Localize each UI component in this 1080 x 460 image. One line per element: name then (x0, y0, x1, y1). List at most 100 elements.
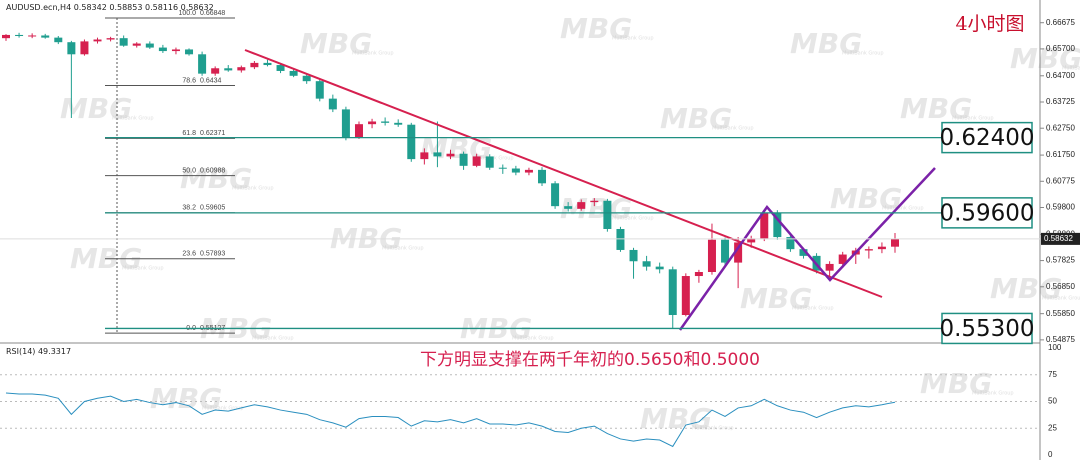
chart-header: AUDUSD.ecn,H4 0.58342 0.58853 0.58116 0.… (6, 3, 214, 12)
candle-body (263, 62, 272, 66)
watermark-logo: MBG (60, 92, 132, 125)
candle-body (577, 202, 586, 209)
candle-body (877, 246, 886, 250)
watermark-tagline: MultiBank Group (842, 51, 884, 57)
watermark-tagline: MultiBank Group (692, 426, 734, 432)
candle-body (289, 70, 298, 76)
y-tick-label: 0.57825 (1046, 256, 1075, 265)
candle-body (642, 261, 651, 267)
candle-body (145, 43, 154, 48)
candle-body (381, 121, 390, 123)
fib-price: 0.60988 (200, 167, 225, 174)
fib-ratio: 78.6 (182, 77, 196, 84)
candle-body (760, 212, 769, 239)
pattern-line (678, 167, 936, 331)
candle-body (198, 54, 207, 74)
fib-price: 0.62371 (200, 130, 225, 137)
price-box-label: 0.58632 (1044, 234, 1073, 243)
candle-body (747, 238, 756, 243)
candle-body (276, 65, 285, 71)
candle-body (354, 124, 363, 138)
watermark-logo: MBG (150, 382, 222, 415)
y-tick-label: 0.65700 (1046, 44, 1075, 53)
watermark-tagline: MultiBank Group (512, 336, 554, 342)
y-tick-label: 25 (1048, 423, 1057, 432)
candles (2, 32, 899, 329)
candle-body (15, 34, 24, 37)
y-tick-label: 0.59800 (1046, 203, 1075, 212)
watermark-tagline: MultiBank Group (712, 126, 754, 132)
candle-body (446, 153, 455, 157)
low-value: 0.58116 (145, 3, 178, 12)
candle-body (472, 156, 481, 166)
candle-body (668, 269, 677, 316)
candle-body (498, 167, 507, 169)
candle-body (799, 249, 808, 256)
rsi-name: RSI(14) (6, 347, 35, 356)
watermark-logo: MBG (180, 162, 252, 195)
candle-body (28, 35, 37, 37)
candle-body (302, 75, 311, 82)
candle-body (590, 200, 599, 203)
candle-body (629, 249, 638, 262)
watermark-logo: MBG (640, 402, 712, 435)
watermark-logo: MBG (660, 102, 732, 135)
fib-ratio: 23.6 (182, 251, 196, 258)
candle-body (721, 239, 730, 263)
rsi-line (5, 392, 896, 448)
candle-body (368, 121, 377, 125)
watermark-tagline: MultiBank Group (882, 206, 924, 212)
watermark-logo: MBG (900, 92, 972, 125)
candle-body (485, 156, 494, 168)
watermark-logo: MBG (790, 27, 862, 60)
candle-body (407, 124, 416, 160)
candle-body (93, 39, 102, 42)
watermark-tagline: MultiBank Group (1042, 296, 1080, 302)
level-label: 0.62400 (939, 125, 1034, 151)
watermark-logo: MBG (990, 272, 1062, 305)
candle-body (786, 237, 795, 250)
y-tick-label: 0.62750 (1046, 123, 1075, 132)
candle-body (420, 152, 429, 160)
y-tick-label: 0.61750 (1046, 150, 1075, 159)
candle-body (315, 81, 324, 99)
y-tick-label: 0.55850 (1046, 309, 1075, 318)
y-tick-label: 0.60775 (1046, 176, 1075, 185)
fib-price: 0.59605 (200, 205, 225, 212)
candle-body (185, 49, 194, 55)
candle-body (564, 206, 573, 209)
candle-body (158, 47, 167, 52)
candle-body (891, 238, 899, 247)
candle-body (328, 98, 337, 110)
candle-body (119, 38, 128, 46)
fib-ratio: 100.0 (178, 10, 196, 17)
trend-line (244, 49, 883, 298)
level-box (941, 197, 1033, 229)
y-tick-label: 100 (1048, 343, 1062, 352)
candle-body (211, 68, 220, 74)
watermark-tagline: MultiBank Group (1062, 66, 1080, 72)
watermark-tagline: MultiBank Group (792, 306, 834, 312)
watermark-tagline: MultiBank Group (382, 246, 424, 252)
level-label: 0.59600 (939, 200, 1034, 226)
y-tick-label: 50 (1048, 397, 1057, 406)
candle-body (734, 242, 743, 263)
y-tick-label: 0.64700 (1046, 71, 1075, 80)
candle-body (616, 228, 625, 250)
y-tick-label: 0.56850 (1046, 282, 1075, 291)
candle-body (250, 62, 259, 68)
watermark-tagline: MultiBank Group (612, 36, 654, 42)
watermark-logo: MBG (560, 12, 632, 45)
candle-body (459, 153, 468, 166)
candle-body (825, 263, 834, 271)
price-box (1041, 232, 1080, 245)
candle-body (2, 34, 10, 39)
y-tick-label: 0.66675 (1046, 18, 1075, 27)
rsi-value: 49.3317 (38, 347, 71, 356)
candle-body (773, 212, 782, 238)
fib-ratio: 38.2 (182, 205, 196, 212)
candle-body (538, 169, 547, 184)
y-tick-label: 0 (1048, 450, 1053, 459)
